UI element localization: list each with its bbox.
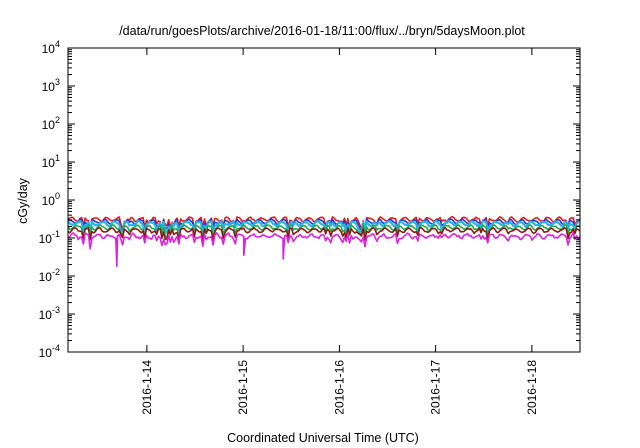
y-tick-label: 102 — [42, 115, 60, 132]
y-tick-label: 10-3 — [39, 305, 60, 322]
y-tick-label: 10-4 — [39, 343, 60, 360]
series-line — [67, 232, 581, 268]
x-axis-label: Coordinated Universal Time (UTC) — [227, 431, 419, 445]
y-tick-label: 10-2 — [39, 267, 60, 284]
y-axis-label: cGy/day — [16, 177, 30, 224]
x-tick-label: 2016-1-18 — [525, 360, 539, 415]
y-tick-label: 104 — [42, 39, 60, 56]
y-tick-label: 101 — [42, 153, 60, 170]
series-layer — [67, 215, 581, 268]
x-tick-label: 2016-1-16 — [332, 360, 346, 415]
x-axis: 2016-1-14 2016-1-15 2016-1-16 2016-1-17 2016… — [140, 48, 539, 415]
y-axis: 10-4 10-3 10-2 10-1 100 101 102 103 104 — [39, 39, 580, 360]
x-tick-label: 2016-1-15 — [236, 360, 250, 415]
y-tick-label: 103 — [42, 77, 60, 94]
y-tick-label: 10-1 — [39, 229, 60, 246]
y-tick-label: 100 — [42, 191, 60, 208]
series-line — [67, 219, 581, 237]
series-line — [67, 226, 581, 242]
series-line — [67, 224, 581, 241]
chart-title: /data/run/goesPlots/archive/2016-01-18/1… — [119, 24, 525, 38]
plot-frame — [67, 47, 581, 353]
x-tick-label: 2016-1-14 — [140, 360, 154, 415]
x-tick-label: 2016-1-17 — [429, 360, 443, 415]
